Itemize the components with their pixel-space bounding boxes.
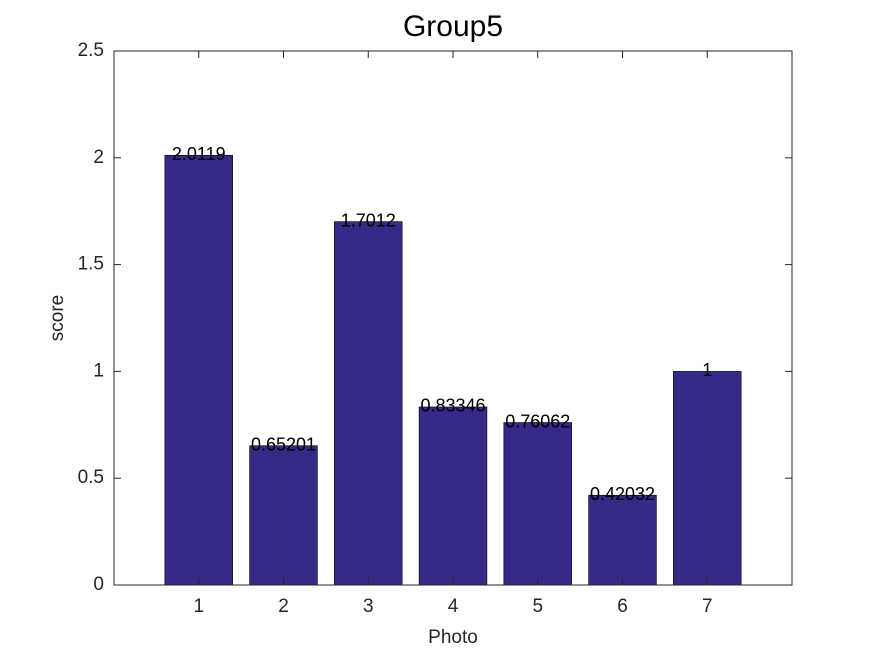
bar xyxy=(334,221,403,586)
y-tick-label: 0 xyxy=(93,574,104,595)
data-label: 0.65201 xyxy=(251,434,316,454)
x-tick-label: 1 xyxy=(193,596,204,617)
bar xyxy=(249,445,318,586)
bar xyxy=(673,371,742,586)
data-label: 2.0119 xyxy=(172,144,226,164)
data-label: 1.7012 xyxy=(341,210,396,230)
y-tick-label: 1 xyxy=(93,360,104,381)
x-tick-label: 3 xyxy=(363,596,374,617)
bar xyxy=(588,494,657,586)
data-label: 0.76062 xyxy=(505,411,570,431)
y-axis-label: score xyxy=(47,295,68,341)
y-tick-label: 2.5 xyxy=(78,40,104,61)
bar xyxy=(418,406,488,586)
y-tick-label: 0.5 xyxy=(78,467,104,488)
y-tick-label: 2 xyxy=(93,147,104,168)
x-axis-label: Photo xyxy=(428,627,478,648)
bar xyxy=(164,154,233,586)
chart-title: Group5 xyxy=(403,10,503,43)
x-tick-label: 6 xyxy=(617,596,628,617)
y-tick-label: 1.5 xyxy=(78,254,104,275)
data-label: 0.42032 xyxy=(590,484,655,504)
data-label: 0.83346 xyxy=(420,396,485,416)
data-label: 1 xyxy=(702,360,712,380)
x-tick-label: 7 xyxy=(702,596,713,617)
x-tick-label: 4 xyxy=(448,596,459,617)
x-tick-label: 5 xyxy=(532,596,543,617)
x-tick-label: 2 xyxy=(278,596,289,617)
bar xyxy=(503,422,572,586)
